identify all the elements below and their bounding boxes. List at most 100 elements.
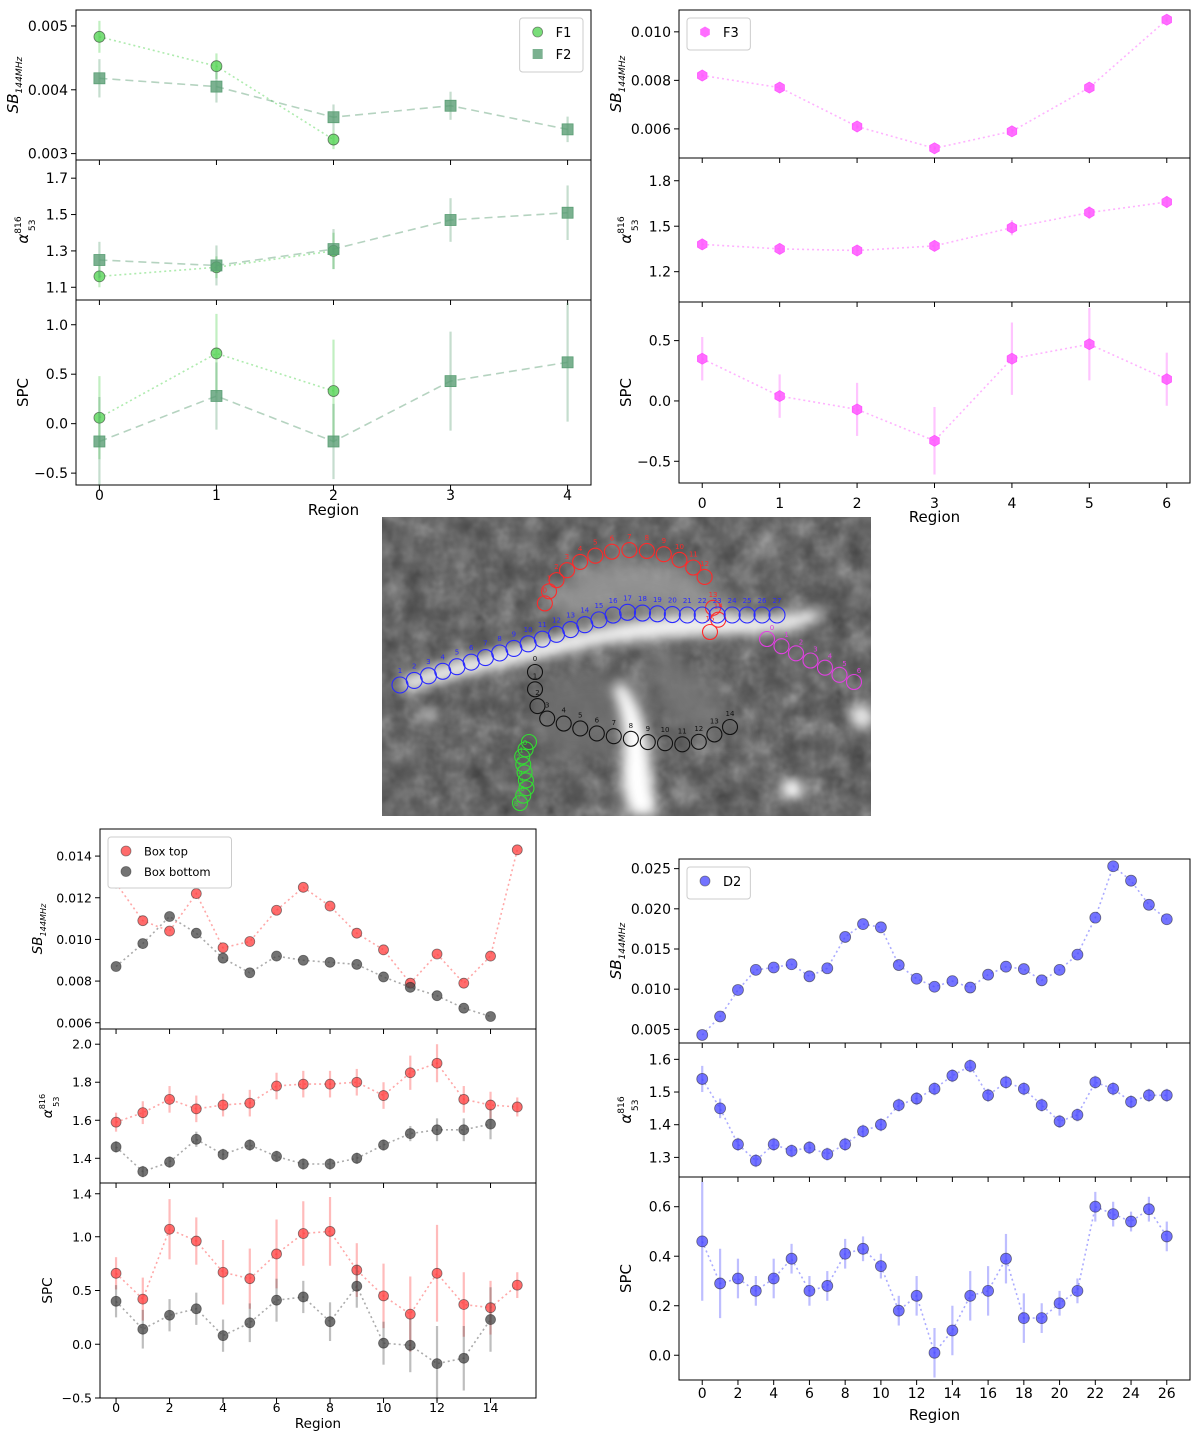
data-point — [297, 1228, 309, 1239]
x-tick-label: 10 — [376, 1400, 392, 1415]
y-tick-label: 0.025 — [631, 862, 671, 878]
region-label: 13 — [710, 717, 719, 725]
data-point — [351, 1152, 363, 1164]
y-axis-label: SB144MHz — [607, 55, 628, 112]
data-point — [910, 972, 923, 985]
data-point — [378, 1090, 389, 1101]
y-axis-label: α816 53 — [617, 216, 641, 243]
y-tick-label: 1.4 — [72, 1151, 92, 1166]
panel-frame — [678, 301, 1191, 484]
data-point — [1107, 1082, 1120, 1095]
legend-label: D2 — [723, 875, 741, 890]
data-point — [982, 968, 995, 981]
region-label: 2 — [554, 563, 558, 571]
data-point — [431, 1267, 443, 1279]
data-point — [1161, 373, 1172, 386]
y-tick-label: 0.2 — [649, 1299, 671, 1315]
region-circle — [622, 730, 639, 747]
data-point — [1160, 1230, 1173, 1243]
legend-marker — [120, 866, 132, 877]
data-point — [929, 434, 940, 447]
data-point — [1143, 1203, 1155, 1216]
region-label: 0 — [770, 624, 774, 632]
x-tick-label: 8 — [326, 1400, 334, 1415]
data-point — [324, 1225, 336, 1237]
data-point — [378, 1139, 389, 1151]
panel-frame — [678, 9, 1191, 159]
data-point — [803, 970, 816, 983]
data-point — [351, 1264, 363, 1276]
legend: D2 — [686, 866, 751, 900]
x-tick-label: 6 — [273, 1400, 281, 1415]
panel-spc: −0.5 0.0 0.5 1.0 1.4 0 2 4 6 8 10 12 14 SPC — [40, 1182, 537, 1415]
y-axis-label: SB144MHz — [30, 903, 48, 954]
region-label: 13 — [566, 612, 575, 620]
region-circle — [802, 652, 819, 669]
region-circle — [655, 546, 672, 563]
region-label: 1 — [784, 631, 788, 639]
region-label: 14 — [726, 710, 735, 718]
data-point — [1071, 1284, 1084, 1297]
data-point — [404, 1128, 416, 1139]
panel-frame — [75, 299, 592, 486]
data-point — [297, 881, 309, 893]
data-point — [458, 1299, 470, 1310]
y-tick-label: 0.5 — [46, 367, 68, 383]
data-point — [297, 1291, 309, 1303]
panel-frame — [678, 1176, 1191, 1381]
data-point — [210, 60, 223, 73]
y-tick-label: 1.6 — [649, 1052, 671, 1068]
region-circle — [540, 583, 558, 600]
region-label: 3 — [517, 762, 521, 770]
data-point — [244, 1273, 256, 1285]
region-label: 5 — [842, 660, 846, 668]
region-circle — [526, 681, 544, 698]
region-circle — [514, 748, 531, 765]
data-point — [327, 243, 340, 255]
data-point — [561, 123, 574, 136]
region-label: 3 — [565, 553, 569, 561]
series-f3 — [697, 308, 1172, 475]
data-point — [892, 1304, 905, 1317]
data-point — [327, 435, 340, 448]
y-tick-label: −0.5 — [62, 1391, 92, 1406]
data-point — [910, 1092, 923, 1105]
region-label: 13 — [709, 591, 718, 599]
data-point — [324, 956, 336, 968]
region-circle — [831, 666, 848, 683]
region-label: 24 — [728, 597, 737, 605]
data-point — [431, 1124, 443, 1136]
data-point — [137, 1166, 149, 1177]
y-tick-label: 1.2 — [649, 265, 671, 281]
region-label: 4 — [518, 769, 523, 777]
data-point — [458, 1093, 470, 1105]
region-circle — [518, 780, 535, 797]
y-tick-label: 1.6 — [72, 1113, 92, 1128]
panel-sb: 0.005 0.010 0.015 0.020 0.025 SB144MHz — [607, 858, 1191, 1048]
region-circle — [706, 726, 723, 743]
data-point — [874, 1260, 887, 1273]
data-point — [839, 1138, 852, 1151]
data-point — [244, 936, 256, 947]
series-f3 — [697, 195, 1172, 257]
data-point — [458, 1002, 470, 1014]
data-point — [982, 1284, 995, 1297]
data-point — [774, 242, 785, 255]
data-point — [404, 1067, 416, 1079]
data-point — [444, 375, 457, 388]
y-tick-label: 0.010 — [631, 982, 671, 998]
region-label: 2 — [799, 638, 803, 646]
x-tick-label: 18 — [1015, 1386, 1033, 1402]
panel-sb: 0.003 0.004 0.005 SB144MHz — [4, 9, 592, 165]
data-point — [137, 938, 149, 949]
data-point — [714, 1102, 726, 1115]
x-axis-label: Region — [295, 1416, 341, 1432]
data-point — [749, 1284, 762, 1297]
region-circle — [515, 756, 532, 773]
data-point — [431, 990, 443, 1002]
region-label: 5 — [578, 711, 582, 719]
data-point — [749, 963, 762, 976]
region-label: 6 — [595, 716, 600, 724]
data-point — [1000, 960, 1012, 973]
